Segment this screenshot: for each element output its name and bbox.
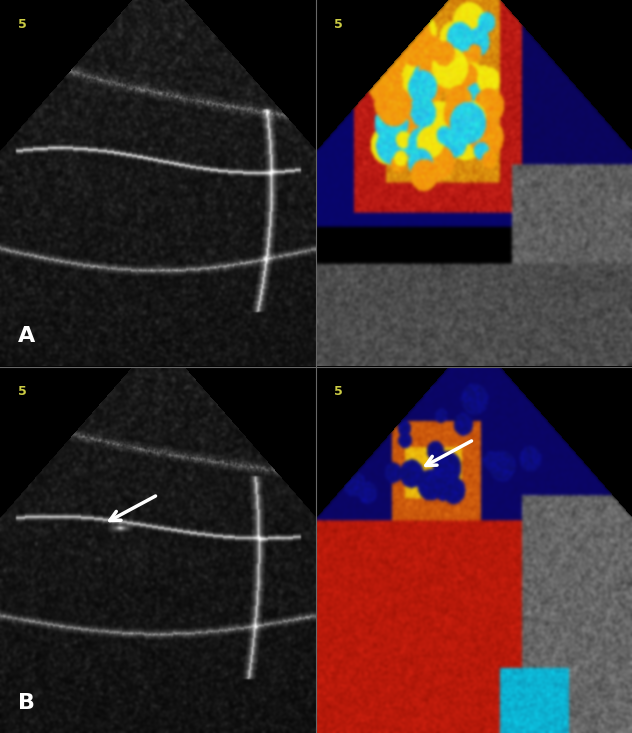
Text: 5: 5 [334, 18, 343, 31]
Text: 5: 5 [18, 18, 27, 31]
Text: 5: 5 [334, 385, 343, 397]
Text: B: B [18, 693, 35, 713]
Text: A: A [18, 326, 35, 347]
Text: 5: 5 [18, 385, 27, 397]
